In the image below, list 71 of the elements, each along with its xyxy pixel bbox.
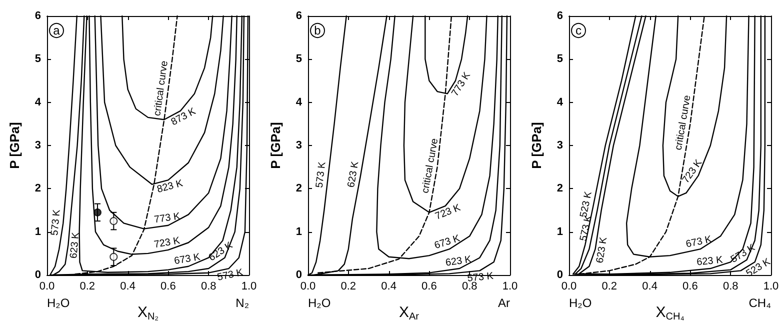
annotation: c [576, 24, 582, 38]
x-tick-label: 0.8 [722, 280, 738, 292]
text: N₂ [236, 296, 250, 310]
y-tick-label: 6 [296, 10, 302, 22]
y-tick-label: 3 [34, 140, 41, 152]
x-tick-label: 0.2 [340, 280, 356, 292]
annotation: critical curve [152, 60, 170, 117]
annotation: 723 K [434, 202, 462, 222]
x-tick-label: 1.0 [763, 280, 779, 292]
annotation: 573 K [314, 160, 328, 188]
x-tick-label: 0.6 [422, 280, 437, 292]
y-axis-title: P [GPa] [529, 122, 544, 169]
text: H₂O [47, 296, 70, 310]
annotation: b [314, 24, 322, 38]
y-tick-label: 0 [34, 269, 41, 281]
annotation: 673 K [173, 252, 202, 268]
annotation: 623 K [594, 236, 610, 264]
annotation: critical curve [673, 94, 694, 152]
y-tick-label: 5 [556, 53, 563, 66]
x-tick-label: 0.2 [602, 280, 618, 292]
y-tick-label: 4 [34, 96, 42, 108]
y-tick-label: 4 [556, 96, 564, 108]
annotation: 673 K [433, 233, 462, 252]
x-tick-label: 0.8 [462, 280, 478, 292]
x-tick-label: 0.2 [80, 280, 96, 292]
x-tick-label: 0.0 [561, 280, 577, 292]
y-tick-label: 2 [34, 182, 41, 195]
y-tick-label: 3 [296, 140, 302, 152]
annotation: 623 K [696, 254, 724, 268]
x-tick-label: 1.0 [502, 280, 518, 292]
x-tick-label: 0.6 [160, 280, 176, 292]
annotation: 623 K [346, 160, 362, 188]
x-tick-label: 0.0 [300, 280, 316, 292]
x-tick-label: 0.8 [200, 280, 216, 292]
y-tick-label: 2 [556, 182, 563, 195]
annotation: 873 K [170, 106, 198, 128]
x-tick-label: 0.4 [120, 280, 136, 292]
y-tick-label: 0 [296, 269, 302, 281]
annotation: 623 K [68, 232, 82, 259]
y-tick-label: 5 [296, 53, 302, 66]
annotation: critical curve [420, 137, 441, 194]
text: CH₄ [748, 296, 772, 310]
y-tick-label: 1 [556, 226, 563, 238]
annotation: 723 K [153, 235, 182, 251]
annotation: 773 K [154, 211, 182, 226]
text: H₂O [569, 296, 592, 310]
y-axis-title: P [GPa] [268, 122, 283, 169]
text: H₂O [308, 296, 331, 310]
annotation: 623 K [444, 254, 473, 269]
y-tick-label: 1 [34, 226, 41, 238]
annotation: 573 K [50, 208, 63, 236]
annotation: 723 K [680, 158, 705, 186]
y-tick-label: 6 [34, 10, 41, 22]
x-tick-label: 1.0 [241, 280, 257, 292]
x-tick-label: 0.6 [682, 280, 698, 292]
y-axis-title: P [GPa] [7, 122, 22, 169]
y-tick-label: 4 [296, 96, 303, 108]
annotation: 673 K [684, 234, 714, 250]
y-tick-label: 1 [296, 226, 302, 238]
y-tick-label: 3 [556, 140, 563, 152]
x-tick-label: 0.4 [381, 280, 396, 292]
x-tick-label: 0.4 [642, 280, 658, 292]
y-tick-label: 5 [34, 53, 41, 66]
annotation: 773 K [450, 70, 474, 98]
y-tick-label: 6 [556, 10, 563, 22]
y-tick-label: 2 [296, 182, 302, 195]
x-tick-label: 0.0 [39, 280, 55, 292]
y-tick-label: 0 [556, 269, 563, 281]
annotation: 823 K [156, 178, 184, 196]
text: Ar [498, 296, 510, 310]
annotation: a [53, 24, 60, 38]
